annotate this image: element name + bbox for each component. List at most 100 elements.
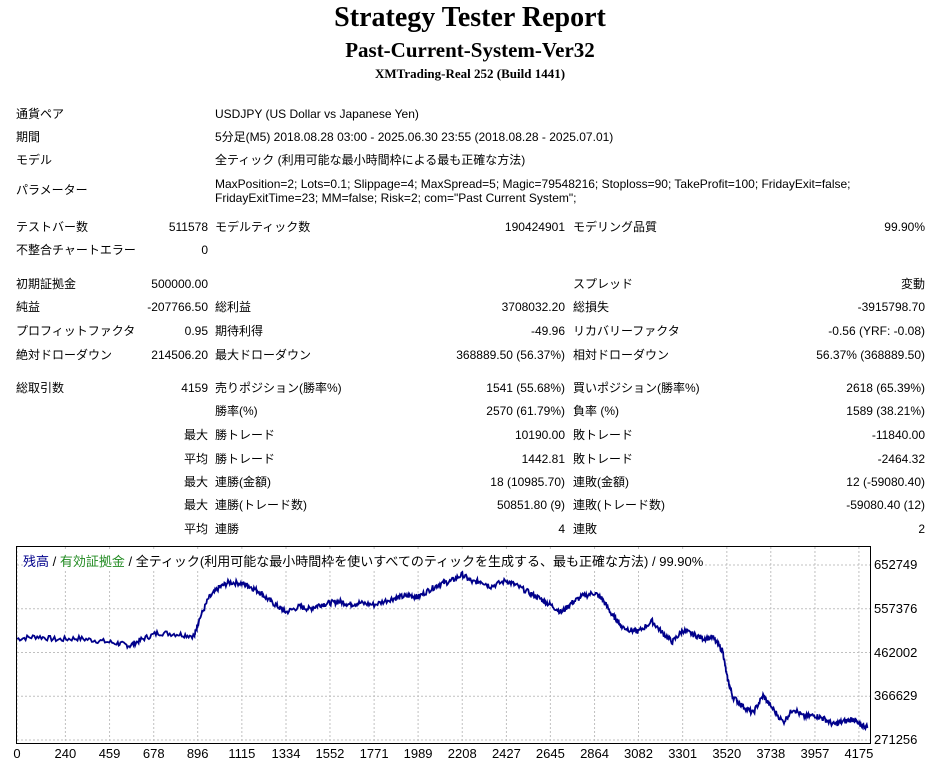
balance-line [17,570,869,732]
x-tick-label: 240 [54,746,77,761]
avg-cons-wins-value: 4 [558,522,565,536]
cons-wins-count-label: 連勝(トレード数) [215,498,307,512]
x-tick-label: 2427 [491,746,521,761]
expected-payoff-value: -49.96 [530,324,565,338]
x-tick-label: 4175 [844,746,874,761]
y-tick-label: 462002 [874,644,918,660]
period-label: 期間 [16,130,41,144]
largest-loss-label: 敗トレード [573,428,634,442]
average-loss-value: -2464.32 [877,452,925,466]
x-tick-label: 459 [98,746,121,761]
x-tick-label: 896 [186,746,209,761]
legend-balance: 残高 [23,554,50,569]
x-tick-label: 678 [142,746,165,761]
recovery-factor-label: リカバリーファクタ [573,324,680,338]
max-label-1: 最大 [183,428,208,442]
x-tick-label: 1115 [228,746,256,761]
largest-win-label: 勝トレード [215,428,276,442]
y-tick-label: 366629 [874,688,918,704]
x-tick-label: 2645 [535,746,565,761]
avg-cons-losses-label: 連敗 [573,522,598,536]
balance-chart: 残高 / 有効証拠金 / 全ティック(利用可能な最小時間枠を使いすべてのティック… [16,546,871,744]
loss-rate-value: 1589 (38.21%) [846,404,925,418]
parameters-value: MaxPosition=2; Lots=0.1; Slippage=4; Max… [215,177,851,205]
spread-value: 変動 [900,277,925,291]
deposit-value: 500000.00 [151,277,208,291]
relative-drawdown-value: 56.37% (368889.50) [816,348,925,362]
largest-loss-value: -11840.00 [871,428,925,442]
absolute-drawdown-label: 絶対ドローダウン [16,348,113,362]
total-trades-value: 4159 [181,381,208,395]
net-profit-label: 純益 [16,300,41,314]
ticks-value: 190424901 [504,220,565,234]
gross-loss-label: 総損失 [573,300,610,314]
avg-label-1: 平均 [183,452,208,466]
max-drawdown-value: 368889.50 (56.37%) [456,348,565,362]
gross-profit-value: 3708032.20 [501,300,565,314]
period-value: 5分足(M5) 2018.08.28 03:00 - 2025.06.30 23… [215,130,614,144]
x-tick-label: 2864 [580,746,609,761]
cons-losses-amount-label: 連敗(金額) [573,475,629,489]
legend-description: / 全ティック(利用可能な最小時間枠を使いすべてのティックを生成する、最も正確な… [124,554,704,569]
x-tick-label: 1771 [359,746,389,761]
long-positions-label: 買いポジション(勝率%) [573,381,700,395]
quality-value: 99.90% [884,220,925,234]
quality-label: モデリング品質 [573,220,658,234]
mismatch-value: 0 [201,243,208,257]
legend-separator: / [49,554,60,569]
cons-wins-amount-value: 18 (10985.70) [490,475,565,489]
average-loss-label: 敗トレード [573,452,634,466]
y-tick-label: 271256 [874,732,918,747]
legend-equity: 有効証拠金 [59,554,125,569]
x-tick-label: 3301 [668,746,698,761]
max-drawdown-label: 最大ドローダウン [215,348,312,362]
x-tick-label: 2208 [447,746,477,761]
relative-drawdown-label: 相対ドローダウン [573,348,670,362]
avg-cons-losses-value: 2 [918,522,925,536]
cons-losses-amount-value: 12 (-59080.40) [846,475,925,489]
cons-wins-amount-label: 連勝(金額) [215,475,271,489]
symbol-value: USDJPY (US Dollar vs Japanese Yen) [215,107,419,121]
recovery-factor-value: -0.56 (YRF: -0.08) [828,324,925,338]
expected-payoff-label: 期待利得 [215,324,264,338]
max-label-3: 最大 [183,498,208,512]
mismatch-label: 不整合チャートエラー [16,243,136,257]
x-tick-label: 1334 [271,746,301,761]
profit-factor-value: 0.95 [184,324,208,338]
bars-value: 511578 [168,220,208,234]
x-tick-label: 3520 [712,746,742,761]
model-label: モデル [16,153,53,167]
win-rate-label: 勝率(%) [215,404,258,418]
x-tick-label: 1989 [403,746,433,761]
report-title: Strategy Tester Report [334,2,606,33]
server-info: XMTrading-Real 252 (Build 1441) [374,66,566,81]
gross-loss-value: -3915798.70 [857,300,925,314]
largest-win-value: 10190.00 [514,428,565,442]
short-positions-value: 1541 (55.68%) [486,381,565,395]
x-tick-label: 1552 [315,746,345,761]
x-tick-label: 3738 [756,746,786,761]
average-win-value: 1442.81 [521,452,565,466]
average-win-label: 勝トレード [215,452,276,466]
spread-label: スプレッド [573,277,634,291]
x-tick-label: 3082 [624,746,653,761]
net-profit-value: -207766.50 [147,300,208,314]
cons-losses-count-label: 連敗(トレード数) [573,498,665,512]
x-tick-label: 0 [13,746,21,761]
profit-factor-label: プロフィットファクタ [16,324,136,338]
y-tick-label: 652749 [874,557,918,572]
total-trades-label: 総取引数 [16,381,65,395]
absolute-drawdown-value: 214506.20 [151,348,208,362]
ticks-label: モデルティック数 [215,220,311,234]
balance-chart-plot [17,547,870,743]
gross-profit-label: 総利益 [215,300,252,314]
symbol-label: 通貨ペア [16,107,65,121]
cons-losses-count-value: -59080.40 (12) [846,498,925,512]
parameters-label: パラメーター [16,183,88,197]
avg-cons-wins-label: 連勝 [215,522,240,536]
bars-label: テストバー数 [16,220,89,234]
y-tick-label: 557376 [874,600,918,616]
deposit-label: 初期証拠金 [16,277,77,291]
loss-rate-label: 負率 (%) [573,404,619,418]
win-rate-value: 2570 (61.79%) [486,404,565,418]
